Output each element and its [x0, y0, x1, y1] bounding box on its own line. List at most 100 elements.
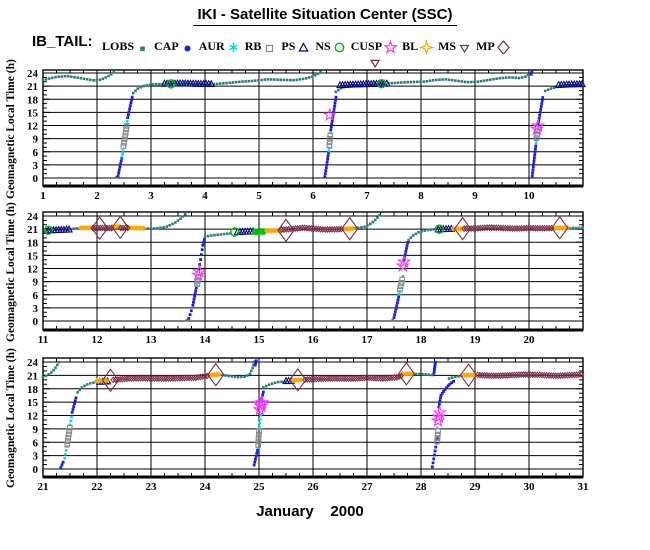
- svg-text:12: 12: [27, 264, 39, 276]
- panel-1-series-LOBS-0: [41, 71, 116, 82]
- svg-text:21: 21: [27, 81, 38, 93]
- legend-label-RB: RB: [244, 39, 262, 53]
- panel-3-series-BL-29: [290, 377, 304, 384]
- panel-1-series-CAP-7: [323, 151, 330, 179]
- svg-text:15: 15: [27, 397, 39, 409]
- panel-1-grid: [43, 70, 583, 186]
- svg-text:12: 12: [27, 121, 39, 133]
- legend-item-RB: RB: [245, 36, 279, 54]
- svg-text:3: 3: [33, 160, 39, 172]
- panel-2-series-CAP-12: [392, 295, 401, 319]
- legend-item-AUR: AUR: [199, 36, 242, 54]
- svg-text:13: 13: [146, 334, 158, 346]
- legend-item-BL: BL: [402, 36, 435, 54]
- panel-2-series-MPs-34: [278, 224, 345, 234]
- svg-text:29: 29: [470, 481, 482, 493]
- panel-1-series-PS-23: [554, 79, 587, 88]
- svg-text:18: 18: [27, 94, 39, 106]
- legend-label-LOBS: LOBS: [102, 39, 135, 53]
- panel-1-series-NS-24: [166, 79, 387, 89]
- panel-2-series-CUSP-24: [191, 254, 412, 282]
- svg-text:18: 18: [27, 384, 39, 396]
- panel-1-series-MS-26: [370, 59, 381, 69]
- svg-text:24: 24: [27, 357, 39, 369]
- asterisk-icon: [228, 43, 238, 52]
- svg-text:23: 23: [146, 481, 158, 493]
- svg-text:12: 12: [27, 411, 39, 423]
- panel-2-series-PS-19: [41, 225, 74, 234]
- panel-2-series-BL-30: [450, 225, 466, 232]
- panel-1-series-CAP-5: [116, 156, 124, 178]
- panel-3-series-LOBS-2: [220, 360, 256, 379]
- legend: LOBS CAP AUR RB PS NS CUSP BL MS MP: [102, 35, 515, 54]
- panel-1-series-CAP-6: [126, 95, 134, 120]
- panel-2-series-CAP-11: [201, 238, 206, 247]
- filled-circle-icon: [184, 45, 191, 52]
- svg-text:26: 26: [308, 481, 320, 493]
- panel-3-series-RB-22: [255, 428, 262, 448]
- panel-3-series-MPs-33: [302, 372, 404, 384]
- svg-text:14: 14: [200, 334, 212, 346]
- panel-2-series-RB-18: [397, 276, 406, 293]
- svg-text:9: 9: [33, 277, 39, 289]
- panel-3-series-LOBS-3: [262, 380, 286, 389]
- open-triangle-down-icon: [459, 44, 470, 54]
- legend-label-BL: BL: [402, 39, 419, 53]
- svg-text:15: 15: [254, 334, 266, 346]
- svg-text:30: 30: [524, 481, 536, 493]
- svg-text:0: 0: [33, 464, 39, 476]
- filled-square-icon: [140, 46, 145, 52]
- svg-text:11: 11: [38, 334, 48, 346]
- legend-item-NS: NS: [315, 36, 347, 54]
- panel-3-series-BL-27: [94, 377, 110, 384]
- x-axis-title: January 2000: [256, 503, 364, 520]
- panel-2-ticks: [42, 212, 584, 330]
- svg-text:22: 22: [92, 481, 104, 493]
- panel-2-series-CAP-8: [187, 309, 193, 320]
- panel-1-series-RB-19: [326, 132, 334, 149]
- panel-2-series-AUR-14: [195, 284, 199, 287]
- svg-text:6: 6: [33, 147, 39, 159]
- legend-label-AUR: AUR: [198, 39, 225, 53]
- panel-3-series-RB-23: [434, 428, 441, 445]
- panel-2-series-AUR-16: [401, 275, 405, 278]
- svg-text:28: 28: [416, 481, 428, 493]
- panel-2-series-MP-36: [91, 215, 569, 243]
- svg-text:16: 16: [308, 334, 320, 346]
- panel-1-series-AUR-13: [125, 119, 129, 126]
- legend-item-MS: MS: [438, 36, 473, 54]
- svg-text:7: 7: [364, 190, 370, 202]
- svg-text:19: 19: [470, 334, 482, 346]
- panel-3-series-CAP-9: [252, 448, 259, 467]
- legend-label-CAP: CAP: [154, 39, 179, 53]
- svg-text:6: 6: [33, 290, 39, 302]
- panel-3-series-CAP-15: [439, 379, 456, 397]
- panel-2-series-NS-22: [43, 224, 445, 237]
- svg-text:20: 20: [524, 334, 536, 346]
- svg-text:3: 3: [33, 451, 39, 463]
- panel-1-series-CAP-11: [529, 70, 534, 76]
- svg-text:12: 12: [92, 334, 104, 346]
- panel-1-series-RB-18: [120, 123, 130, 149]
- panel-3-series-AUR-17: [68, 415, 73, 427]
- svg-text:3: 3: [33, 303, 39, 315]
- panel-2-series-LOBS-3: [203, 232, 232, 238]
- svg-text:8: 8: [418, 190, 424, 202]
- panel-3-series-AUR-16: [63, 445, 69, 460]
- panel-2-series-LOBS-2: [185, 319, 189, 322]
- svg-text:24: 24: [27, 68, 39, 80]
- legend-label-MS: MS: [438, 39, 457, 53]
- open-square-icon: [266, 44, 274, 53]
- dataset-label: IB_TAIL:: [32, 33, 93, 50]
- panel-3-series-CAP-10: [253, 359, 258, 367]
- svg-text:24: 24: [200, 481, 212, 493]
- svg-text:25: 25: [254, 481, 266, 493]
- legend-item-LOBS: LOBS: [102, 36, 151, 54]
- svg-text:0: 0: [33, 173, 39, 185]
- legend-label-MP: MP: [476, 39, 495, 53]
- svg-text:31: 31: [578, 481, 589, 493]
